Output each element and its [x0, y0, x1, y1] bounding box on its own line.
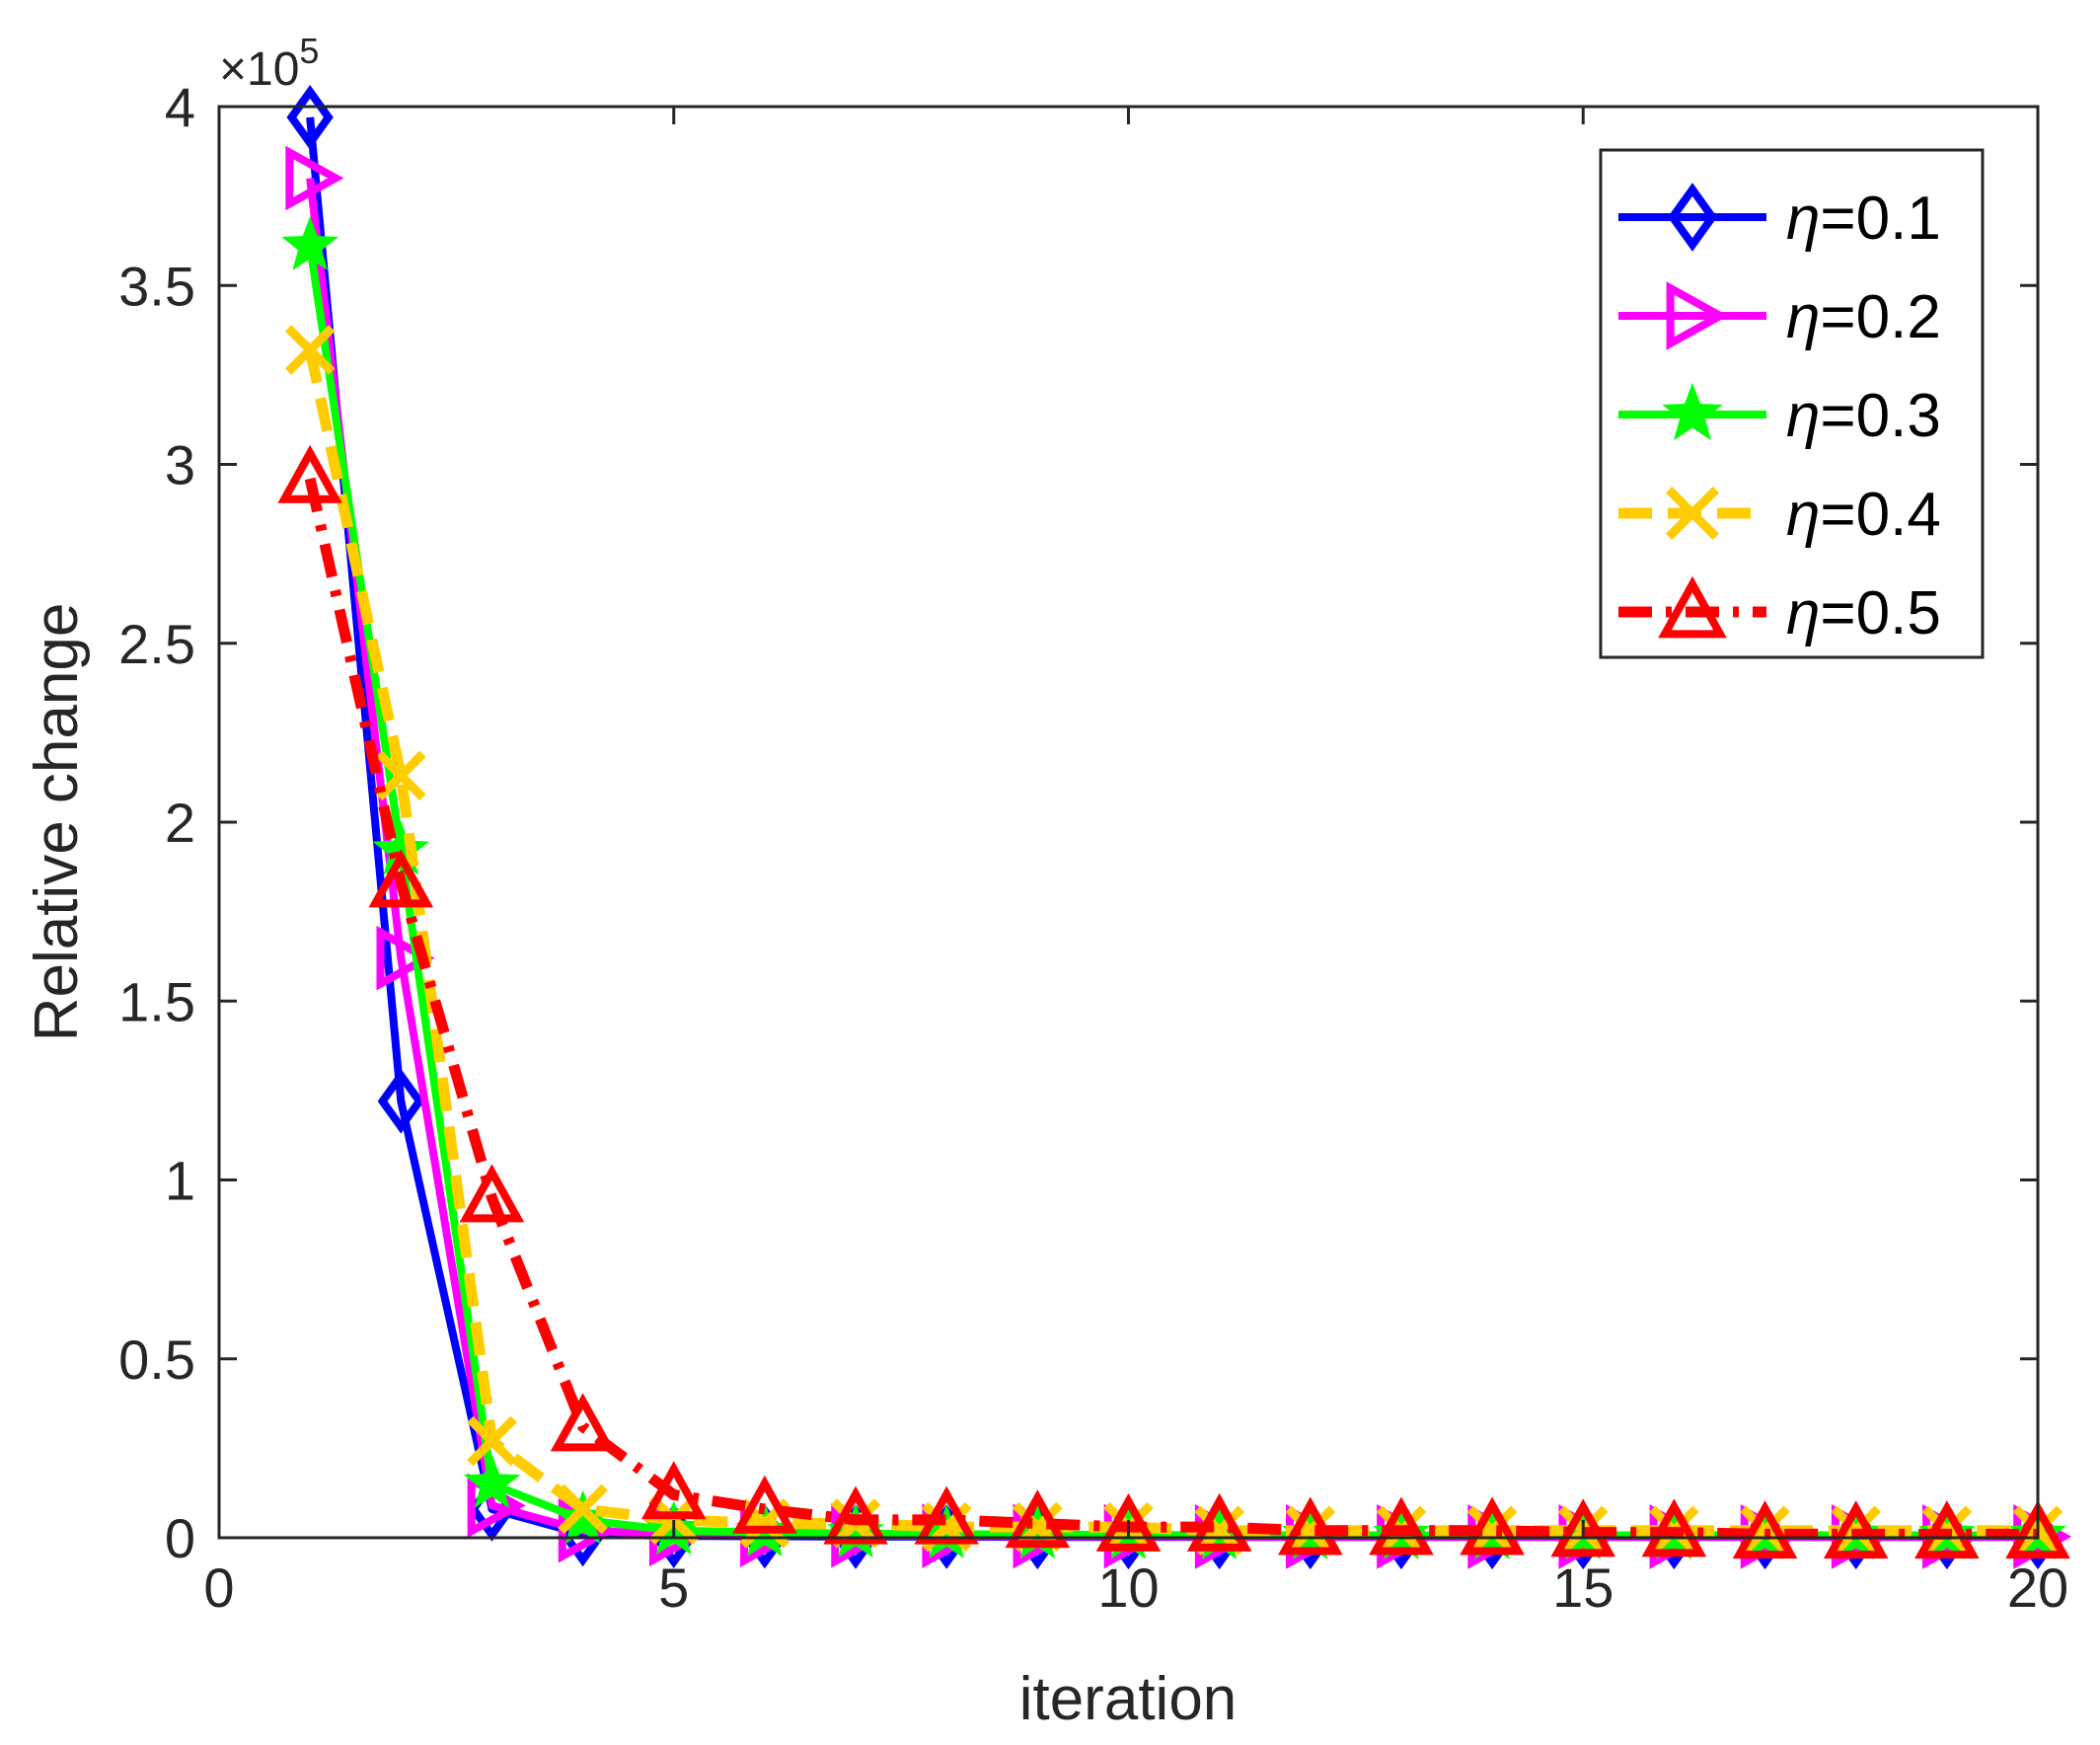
- data-point: [1550, 1498, 1616, 1557]
- data-point: [377, 1068, 424, 1134]
- legend-value: =0.5: [1820, 579, 1940, 647]
- legend: η=0.1η=0.2η=0.3η=0.4η=0.5: [1599, 148, 1985, 659]
- data-point: [459, 1164, 525, 1223]
- legend-entry-1: η=0.1: [1618, 183, 1941, 253]
- data-point: [463, 1454, 521, 1509]
- data-point: [1466, 1505, 1518, 1556]
- y-exponent: ×105: [219, 31, 319, 96]
- legend-symbol: η: [1786, 579, 1820, 647]
- legend-label: η=0.1: [1786, 185, 1941, 253]
- data-point: [285, 145, 344, 211]
- y-tick-label: 4: [165, 76, 195, 138]
- x-tick-label: 15: [1552, 1556, 1613, 1619]
- legend-marker: [1666, 487, 1719, 540]
- data-point: [823, 1485, 888, 1545]
- data-point: [281, 216, 338, 270]
- data-point: [640, 1461, 707, 1520]
- y-tick-label: 2.5: [118, 613, 195, 675]
- data-point: [467, 1415, 517, 1467]
- tick-layer: 0 5 10 15 20 0 0.5 1 1.5 2 2.5 3 3.5 4: [118, 76, 2068, 1619]
- y-axis-label: Relative change: [23, 603, 91, 1042]
- data-point: [368, 849, 434, 908]
- data-point: [1369, 1496, 1434, 1555]
- data-point: [376, 750, 426, 801]
- legend-value: =0.1: [1820, 185, 1940, 253]
- legend-marker: [1662, 382, 1723, 441]
- series-5: [277, 444, 2070, 1559]
- legend-entry-3: η=0.3: [1618, 382, 1941, 450]
- data-point: [1823, 1500, 1889, 1559]
- data-point: [1732, 1500, 1798, 1559]
- legend-entry-2: η=0.2: [1618, 281, 1941, 351]
- data-point: [1278, 1496, 1343, 1555]
- legend-label: η=0.3: [1786, 382, 1941, 450]
- legend-label: η=0.2: [1786, 283, 1941, 351]
- data-point: [1186, 1492, 1252, 1552]
- y-tick-label: 3: [165, 434, 195, 496]
- legend-symbol: η: [1786, 481, 1820, 549]
- data-point: [1095, 1492, 1162, 1552]
- legend-marker: [1658, 575, 1727, 639]
- legend-value: =0.4: [1820, 481, 1940, 549]
- legend-marker: [1666, 281, 1729, 350]
- x-tick-label: 5: [658, 1556, 689, 1619]
- data-point: [732, 1475, 797, 1534]
- data-point: [914, 1485, 979, 1545]
- y-tick-label: 0: [165, 1507, 195, 1569]
- legend-entry-4: η=0.4: [1618, 481, 1941, 549]
- legend-value: =0.3: [1820, 382, 1940, 450]
- y-tick-label: 1.5: [118, 970, 195, 1032]
- data-point: [277, 444, 342, 503]
- legend-symbol: η: [1786, 185, 1820, 253]
- data-point: [284, 325, 336, 375]
- data-point: [1641, 1498, 1707, 1557]
- legend-symbol: η: [1786, 382, 1820, 450]
- data-point: [1005, 1489, 1071, 1549]
- x-axis-label: iteration: [1019, 1665, 1238, 1733]
- legend-marker: [1667, 183, 1718, 252]
- data-point: [376, 925, 435, 991]
- data-point: [1460, 1496, 1525, 1555]
- legend-value: =0.2: [1820, 283, 1940, 351]
- data-point: [286, 85, 334, 150]
- data-point: [1914, 1500, 1980, 1559]
- x-tick-label: 0: [203, 1556, 234, 1619]
- data-point: [648, 1494, 700, 1546]
- data-point: [550, 1393, 616, 1452]
- y-tick-label: 2: [165, 792, 195, 854]
- data-point: [1285, 1505, 1336, 1556]
- data-point: [2005, 1500, 2070, 1559]
- legend-symbol: η: [1786, 283, 1820, 351]
- legend-box: [1599, 148, 1985, 659]
- legend-label: η=0.4: [1786, 481, 1941, 549]
- y-tick-label: 0.5: [118, 1328, 195, 1391]
- legend-entry-5: η=0.5: [1618, 575, 1941, 647]
- y-tick-label: 1: [165, 1150, 195, 1212]
- x-tick-label: 10: [1097, 1556, 1159, 1619]
- y-tick-label: 3.5: [118, 255, 195, 317]
- x-tick-label: 20: [2007, 1556, 2068, 1619]
- data-point: [558, 1483, 608, 1535]
- legend-label: η=0.5: [1786, 579, 1941, 647]
